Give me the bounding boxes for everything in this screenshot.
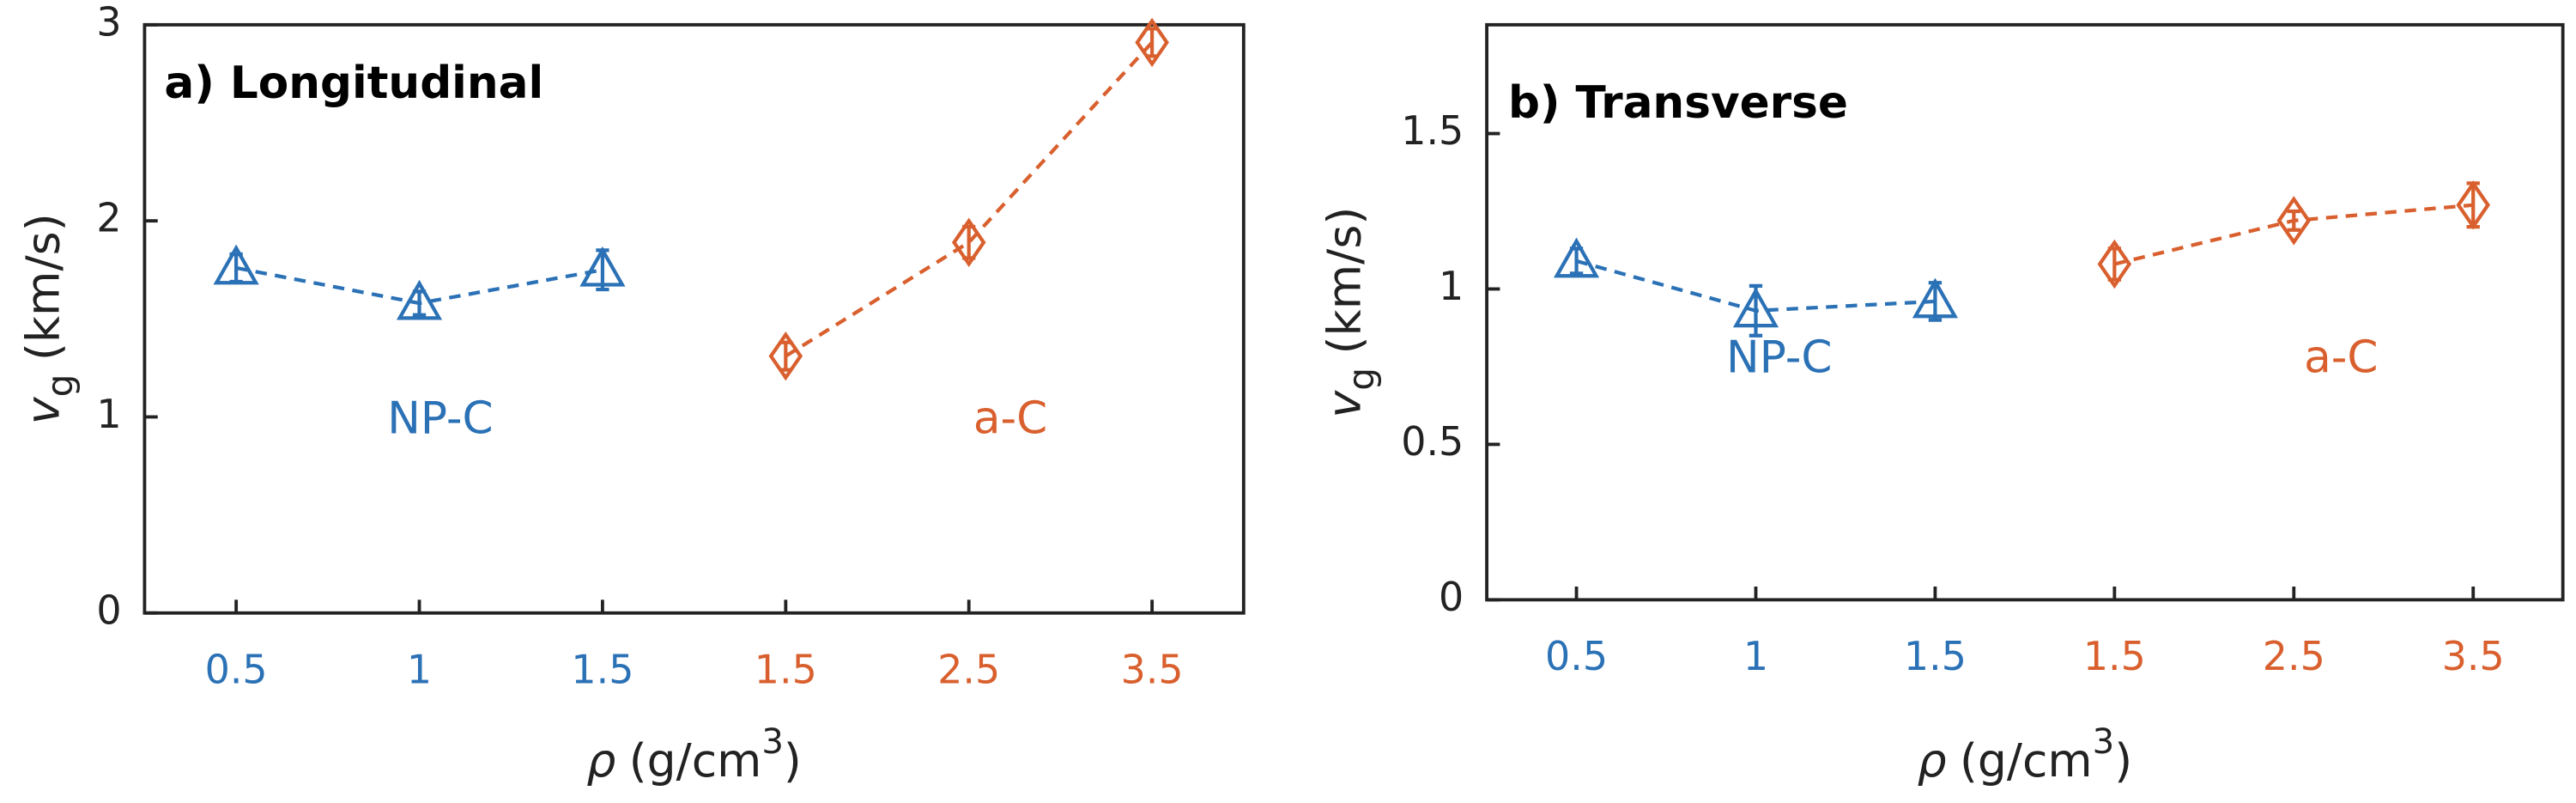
x-tick-label: 0.5 — [1545, 633, 1608, 679]
y-tick-label: 0 — [1439, 574, 1464, 620]
marker — [951, 217, 986, 267]
marker — [396, 279, 443, 320]
x-tick-label: 1.5 — [755, 646, 817, 692]
x-axis-label: ρ (g/cm3) — [1918, 721, 2132, 788]
x-label-unit: (g/cm — [629, 733, 762, 787]
x-tick-label: 0.5 — [205, 646, 268, 692]
x-label-close: ) — [784, 733, 802, 787]
x-label-superscript: 3 — [2093, 721, 2115, 762]
series-label: a-C — [973, 393, 1047, 445]
x-axis-label: ρ (g/cm3) — [586, 721, 801, 788]
y-label-unit: (km/s) — [15, 213, 70, 361]
x-label-symbol: ρ — [1918, 733, 1947, 787]
marker — [2097, 239, 2132, 289]
x-tick-label: 3.5 — [2442, 633, 2505, 679]
x-label-close: ) — [2114, 733, 2132, 787]
chart-title: b) Transverse — [1508, 77, 1848, 129]
x-tick-label: 1.5 — [571, 646, 633, 692]
marker — [2276, 196, 2312, 246]
y-tick-label: 1.5 — [1401, 107, 1464, 154]
y-axis-label: vg (km/s) — [1317, 207, 1382, 418]
marker — [1732, 287, 1779, 328]
error-bar — [1145, 27, 1159, 58]
x-tick-label: 1.5 — [1904, 633, 1967, 679]
chart-title: a) Longitudinal — [164, 58, 543, 109]
series-label: NP-C — [387, 393, 493, 445]
y-tick-label: 2 — [96, 195, 121, 241]
x-label-symbol: ρ — [586, 733, 615, 787]
marker — [1553, 237, 1600, 278]
x-label-unit: (g/cm — [1960, 733, 2093, 787]
y-tick-label: 0 — [96, 587, 121, 633]
error-bar — [962, 224, 976, 260]
x-tick-label: 1 — [1743, 633, 1768, 679]
error-bar — [779, 340, 792, 372]
series-label: a-C — [2304, 332, 2378, 383]
error-bar — [2287, 209, 2300, 232]
marker — [2456, 180, 2491, 230]
marker — [579, 246, 626, 287]
y-axis-label: vg (km/s) — [15, 213, 81, 424]
y-label-subscript: g — [1340, 368, 1382, 391]
y-tick-label: 1 — [1439, 263, 1464, 309]
x-tick-label: 1.5 — [2083, 633, 2146, 679]
x-tick-label: 2.5 — [2263, 633, 2325, 679]
x-tick-label: 2.5 — [937, 646, 1000, 692]
x-label-superscript: 3 — [761, 721, 784, 762]
y-label-unit: (km/s) — [1317, 207, 1371, 355]
marker — [213, 244, 259, 285]
marker — [1135, 17, 1169, 68]
x-tick-label: 1 — [407, 646, 432, 692]
marker — [1912, 277, 1959, 319]
marker — [768, 331, 803, 381]
y-tick-label: 0.5 — [1401, 418, 1464, 465]
y-label-symbol: v — [15, 396, 70, 424]
y-label-symbol: v — [1317, 390, 1371, 418]
series-label: NP-C — [1726, 332, 1832, 383]
y-tick-label: 3 — [96, 0, 121, 45]
plot-frame — [142, 22, 1246, 615]
y-tick-label: 1 — [96, 391, 121, 437]
plot-frame — [1485, 22, 2565, 602]
y-label-subscript: g — [39, 374, 81, 398]
series-line — [785, 40, 1154, 358]
x-tick-label: 3.5 — [1121, 646, 1184, 692]
